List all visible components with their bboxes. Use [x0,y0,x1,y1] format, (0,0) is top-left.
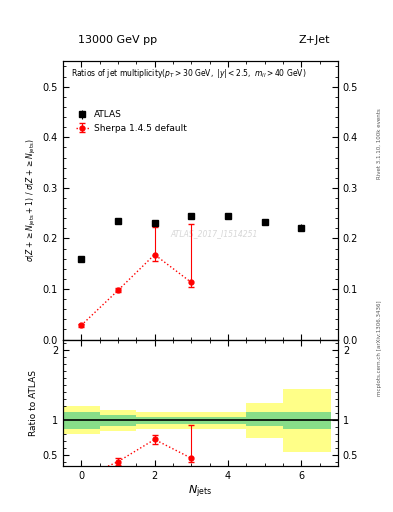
Bar [99,415,136,426]
Bar [63,412,99,429]
Bar [246,403,283,438]
Bar [99,410,136,431]
Text: Rivet 3.1.10, 100k events: Rivet 3.1.10, 100k events [377,108,382,179]
Bar [246,412,283,426]
Bar [283,389,331,452]
X-axis label: $N_\mathrm{jets}$: $N_\mathrm{jets}$ [188,483,213,500]
Text: mcplots.cern.ch [arXiv:1306.3436]: mcplots.cern.ch [arXiv:1306.3436] [377,301,382,396]
Legend: ATLAS, Sherpa 1.4.5 default: ATLAS, Sherpa 1.4.5 default [73,108,189,136]
Y-axis label: Ratio to ATLAS: Ratio to ATLAS [29,370,39,436]
Text: 13000 GeV pp: 13000 GeV pp [78,35,158,45]
Bar [283,412,331,429]
Y-axis label: $\sigma(Z + \geq N_\mathrm{jets}+1)\ /\ \sigma(Z + \geq N_\mathrm{jets})$: $\sigma(Z + \geq N_\mathrm{jets}+1)\ /\ … [26,139,39,262]
Bar [136,412,246,429]
Text: ATLAS_2017_I1514251: ATLAS_2017_I1514251 [171,229,258,239]
Bar [63,406,99,434]
Text: Z+Jet: Z+Jet [299,35,330,45]
Bar [136,417,246,424]
Text: Ratios of jet multiplicity$(p_T > 30\ \mathrm{GeV},\ |y| < 2.5,\ m_{ll} > 40\ \m: Ratios of jet multiplicity$(p_T > 30\ \m… [71,67,307,80]
